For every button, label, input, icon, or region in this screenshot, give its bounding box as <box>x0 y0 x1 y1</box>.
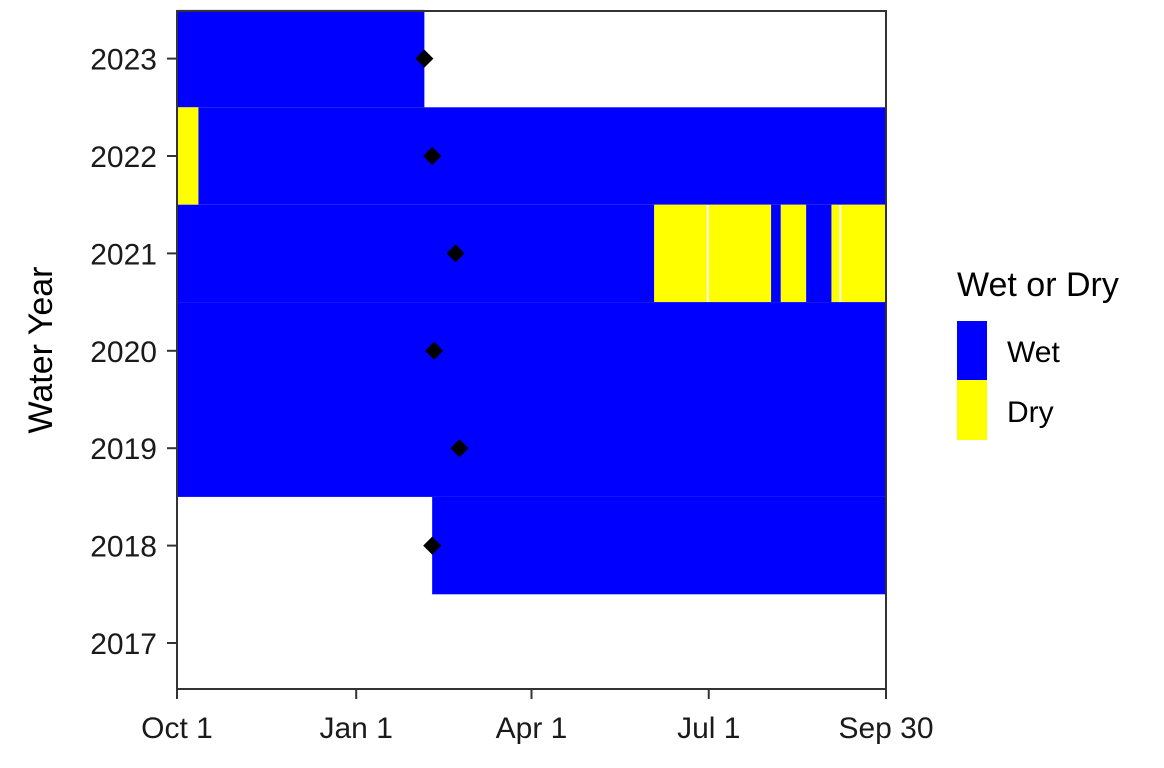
bar-dry-2021-4 <box>654 204 707 303</box>
x-tick-label-2: Apr 1 <box>496 712 568 745</box>
y-tick-label-2018: 2018 <box>90 531 157 564</box>
markers-layer <box>415 49 469 555</box>
x-axis: Oct 1 Jan 1 Apr 1 Jul 1 Sep 30 <box>141 689 934 745</box>
legend: Wet or Dry Wet Dry <box>957 266 1119 440</box>
y-tick-label-2021: 2021 <box>90 238 157 271</box>
marker-2020 <box>425 341 444 360</box>
legend-swatch-wet <box>957 321 987 380</box>
legend-label-dry: Dry <box>1007 396 1054 429</box>
legend-swatch-dry <box>957 380 987 440</box>
bar-wet-2021-8 <box>806 204 832 303</box>
legend-label-wet: Wet <box>1007 336 1060 369</box>
y-axis-title: Water Year <box>22 267 60 434</box>
x-tick-label-4: Sep 30 <box>838 712 933 745</box>
marker-2018 <box>423 536 442 555</box>
bars-layer <box>177 9 886 595</box>
y-tick-label-2017: 2017 <box>90 628 157 661</box>
marker-2021 <box>446 244 465 263</box>
bar-wet-2021-3 <box>177 204 655 303</box>
x-tick-label-0: Oct 1 <box>141 712 213 745</box>
x-tick-label-1: Jan 1 <box>320 712 393 745</box>
bar-dry-2021-9 <box>831 204 840 303</box>
bar-wet-2023-0 <box>177 9 425 108</box>
bar-wet-2020-11 <box>177 302 886 400</box>
bar-wet-2019-12 <box>177 399 886 497</box>
bar-dry-2021-5 <box>708 204 772 303</box>
y-axis: 2017 2018 2019 2020 2021 2022 2023 <box>90 44 177 661</box>
bar-dry-2021-7 <box>780 204 807 303</box>
x-tick-label-3: Jul 1 <box>677 712 740 745</box>
legend-title: Wet or Dry <box>957 266 1119 304</box>
y-tick-label-2022: 2022 <box>90 141 157 174</box>
bar-dry-2021-10 <box>841 204 886 303</box>
marker-2022 <box>423 147 442 165</box>
marker-2023 <box>415 49 434 68</box>
y-tick-label-2023: 2023 <box>90 44 157 77</box>
bar-wet-2018-13 <box>432 496 886 595</box>
y-tick-label-2019: 2019 <box>90 433 157 466</box>
bar-dry-2022-1 <box>177 107 199 205</box>
y-tick-label-2020: 2020 <box>90 336 157 369</box>
bar-wet-2022-2 <box>198 107 886 205</box>
bar-wet-2021-6 <box>771 204 781 303</box>
marker-2019 <box>450 439 469 458</box>
